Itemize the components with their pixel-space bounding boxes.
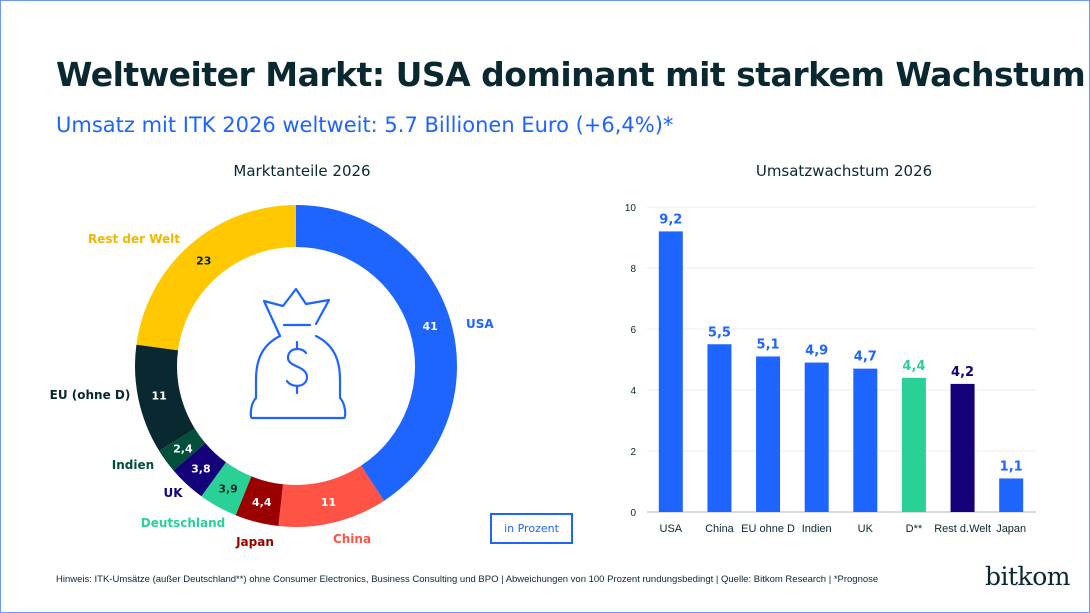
y-tick-label: 0 <box>630 508 636 519</box>
slice-category-label: USA <box>466 317 494 331</box>
y-tick-label: 4 <box>630 386 636 397</box>
donut-slice <box>235 476 284 527</box>
x-tick-label: Indien <box>802 523 832 535</box>
slice-value-label: 41 <box>423 320 438 333</box>
y-tick-label: 10 <box>625 203 637 214</box>
page-title: Weltweiter Markt: USA dominant mit stark… <box>56 55 1086 94</box>
bar-chart: 0 2 4 6 8 10 9,2 USA 5,5 China 5,1 EU ohne D 4,9 Indi… <box>625 203 1036 535</box>
bar-value-label: 5,1 <box>757 337 780 352</box>
unit-label: in Prozent <box>490 513 573 544</box>
bitkom-logo: bitkom <box>985 562 1070 591</box>
slice-category-label: EU (ohne D) <box>50 388 131 402</box>
donut-slice <box>135 344 195 451</box>
slice-value-label: 3,8 <box>191 463 211 476</box>
bar <box>999 478 1024 512</box>
slice-value-label: 11 <box>151 389 166 402</box>
x-tick-label: USA <box>660 523 683 535</box>
x-tick-label: Rest d.Welt <box>934 523 991 535</box>
bar <box>707 344 732 512</box>
bar-value-label: 4,9 <box>805 344 828 359</box>
donut-title: Marktanteile 2026 <box>233 162 371 180</box>
donut-slice <box>173 443 227 497</box>
bar <box>804 362 829 512</box>
x-tick-label: UK <box>858 523 874 535</box>
bar <box>853 368 878 512</box>
x-tick-label: EU ohne D <box>741 523 795 535</box>
bar <box>901 377 926 512</box>
bar <box>950 383 975 512</box>
y-tick-label: 8 <box>630 264 636 275</box>
bar-value-label: 4,4 <box>902 359 925 374</box>
slice-category-label: UK <box>163 486 183 500</box>
bar <box>658 231 683 512</box>
slice-category-label: China <box>333 532 371 546</box>
slice-value-label: 11 <box>321 496 336 509</box>
y-tick-label: 2 <box>630 447 636 458</box>
donut-slice <box>159 428 206 471</box>
donut-slice <box>201 462 252 516</box>
footer-note: Hinweis: ITK-Umsätze (außer Deutschland*… <box>56 574 879 585</box>
donut-slice <box>278 465 385 528</box>
bar-value-label: 5,5 <box>708 325 731 340</box>
bar-value-label: 4,7 <box>854 350 877 365</box>
x-tick-label: D** <box>906 523 923 535</box>
donut-chart: 41 USA 11 China 4,4 Japan 3,9 Deutschland 3,8 UK 2… <box>50 205 494 549</box>
donut-slice <box>296 205 458 501</box>
slice-value-label: 4,4 <box>252 496 272 509</box>
bar-value-label: 4,2 <box>951 365 974 380</box>
slice-value-label: 3,9 <box>218 482 238 495</box>
page-subtitle: Umsatz mit ITK 2026 weltweit: 5.7 Billio… <box>56 113 674 137</box>
bar <box>756 356 781 512</box>
money-bag-dollar-icon <box>249 287 347 420</box>
slice-category-label: Japan <box>235 535 274 549</box>
x-tick-label: China <box>705 523 735 535</box>
bar-title: Umsatzwachstum 2026 <box>755 162 933 180</box>
bar-value-label: 9,2 <box>659 212 682 227</box>
slice-value-label: 23 <box>196 255 211 268</box>
slice-category-label: Indien <box>112 458 154 472</box>
x-tick-label: Japan <box>996 523 1026 535</box>
slice-category-label: Deutschland <box>141 516 226 530</box>
slice-category-label: Rest der Welt <box>88 232 180 246</box>
bar-value-label: 1,1 <box>1000 459 1023 474</box>
donut-slice <box>136 205 296 351</box>
slice-value-label: 2,4 <box>173 442 193 455</box>
y-tick-label: 6 <box>630 325 636 336</box>
